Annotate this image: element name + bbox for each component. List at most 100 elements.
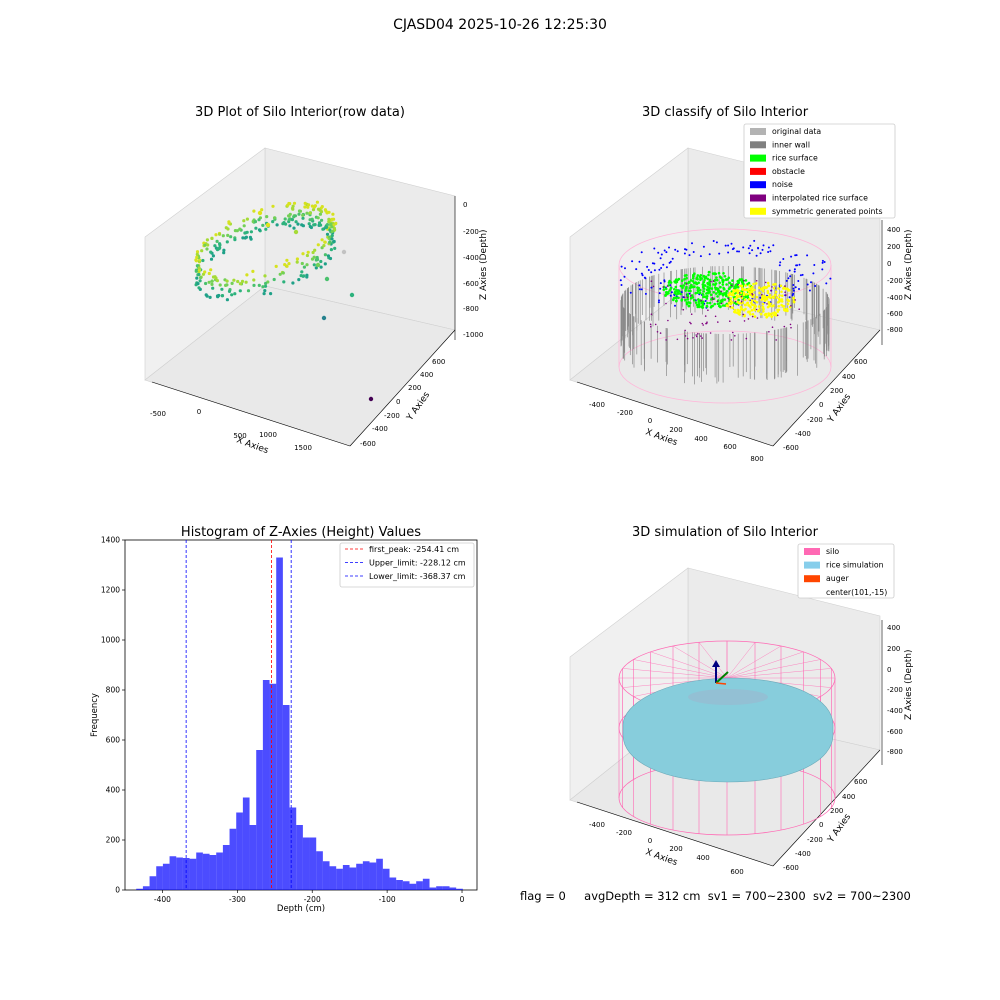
raw-point (252, 278, 256, 282)
noise-point (653, 262, 656, 265)
symmetric-point (758, 286, 761, 290)
raw-point (209, 268, 213, 272)
noise-point (708, 253, 711, 256)
noise-point (792, 289, 795, 292)
symmetric-point (758, 291, 761, 295)
sim-x-tick-label: -400 (589, 821, 605, 829)
symmetric-point (763, 299, 767, 303)
hist-x-tick-label: -300 (229, 895, 246, 904)
noise-point (704, 300, 707, 302)
interpolated-point (783, 325, 786, 328)
hist-y-tick-label: 0 (115, 886, 120, 895)
raw-point (232, 278, 236, 282)
symmetric-point (744, 303, 747, 307)
sim-legend-label: rice simulation (826, 561, 884, 570)
rice-surface-point (674, 285, 678, 289)
raw-point (320, 246, 324, 250)
raw-point (328, 228, 332, 232)
symmetric-point (786, 298, 790, 302)
hist-x-tick-label: -400 (154, 895, 171, 904)
silo-spoke (726, 645, 782, 679)
noise-point (640, 272, 643, 275)
noise-point (782, 258, 785, 260)
rice-surface-point (712, 291, 715, 294)
interpolated-point (743, 279, 745, 282)
rice-surface-point (697, 305, 701, 309)
avg-depth-text: avgDepth = 312 cm (584, 889, 701, 903)
classify-legend: original data inner wall rice surface obsta… (743, 123, 896, 219)
symmetric-point (743, 314, 746, 318)
interpolated-point (720, 290, 722, 293)
symmetric-point (757, 305, 761, 308)
rice-surface-point (740, 278, 744, 281)
raw-z-tick-label: -800 (463, 305, 479, 313)
raw-point (290, 218, 294, 222)
rice-surface-point (744, 279, 748, 282)
classify-z-ticks: 400 200 0 -200 -400 -600 -800 (887, 226, 903, 334)
noise-point (813, 264, 816, 266)
hist-bar (142, 886, 150, 890)
symmetric-point (780, 298, 784, 301)
hist-bar (422, 878, 430, 890)
raw-point (195, 264, 199, 268)
interpolated-point (716, 300, 719, 303)
raw-point (194, 269, 198, 273)
noise-point (659, 257, 662, 260)
interpolated-point (649, 323, 652, 326)
raw-point (328, 256, 333, 261)
hist-bar (249, 825, 257, 890)
classify-axes-box (569, 147, 883, 447)
rice-surface-point (721, 279, 724, 283)
symmetric-point (748, 284, 751, 287)
sim-zlabel: Z Axies (Depth) (904, 649, 914, 720)
rice-surface-point (669, 286, 673, 290)
rice-surface-point (687, 304, 691, 308)
raw-point (251, 219, 255, 224)
symmetric-point (763, 295, 766, 298)
hist-y-tick-label: 1400 (101, 536, 120, 545)
rice-surface-point (708, 301, 712, 305)
classify-x-ticks: -400 -200 0 200 400 600 800 (589, 401, 764, 463)
rice-surface-point (677, 277, 681, 281)
raw-z-tick-label: -400 (463, 254, 479, 262)
rice-surface-point (664, 293, 668, 297)
raw-point (221, 234, 225, 238)
hist-bar (209, 855, 217, 890)
symmetric-point (755, 301, 759, 304)
symmetric-point (761, 302, 765, 306)
interpolated-point (686, 296, 689, 299)
raw-point (307, 203, 311, 207)
classify-legend-swatch (750, 167, 766, 175)
classify-y-tick-label: 400 (842, 373, 855, 381)
noise-point (778, 264, 781, 267)
raw-point (273, 216, 277, 220)
silo-spoke (672, 645, 728, 679)
raw-point (218, 243, 222, 247)
raw-point (316, 243, 320, 247)
symmetric-point (765, 316, 768, 319)
symmetric-point (777, 304, 781, 308)
raw-point (269, 292, 273, 296)
noise-point (825, 282, 828, 285)
noise-point (796, 264, 799, 267)
interpolated-point (785, 294, 787, 296)
noise-point (624, 267, 626, 270)
raw-point (297, 209, 302, 213)
interpolated-point (665, 302, 667, 305)
noise-point (761, 248, 764, 251)
noise-point (671, 257, 674, 260)
symmetric-point (737, 302, 741, 305)
rice-surface-point (702, 300, 705, 304)
hist-bar (329, 866, 337, 890)
noise-point (640, 251, 643, 254)
interpolated-point (656, 331, 659, 333)
silo-spoke (726, 651, 804, 679)
classify-legend-swatch (750, 194, 766, 202)
interpolated-point (654, 323, 657, 326)
rice-surface-point (705, 297, 709, 300)
rice-surface-point (709, 306, 713, 309)
raw-point (329, 248, 333, 252)
raw-point (325, 232, 330, 236)
sim-z-ticks: 400 200 0 -200 -400 -600 -800 (887, 624, 903, 756)
noise-point (738, 250, 740, 253)
